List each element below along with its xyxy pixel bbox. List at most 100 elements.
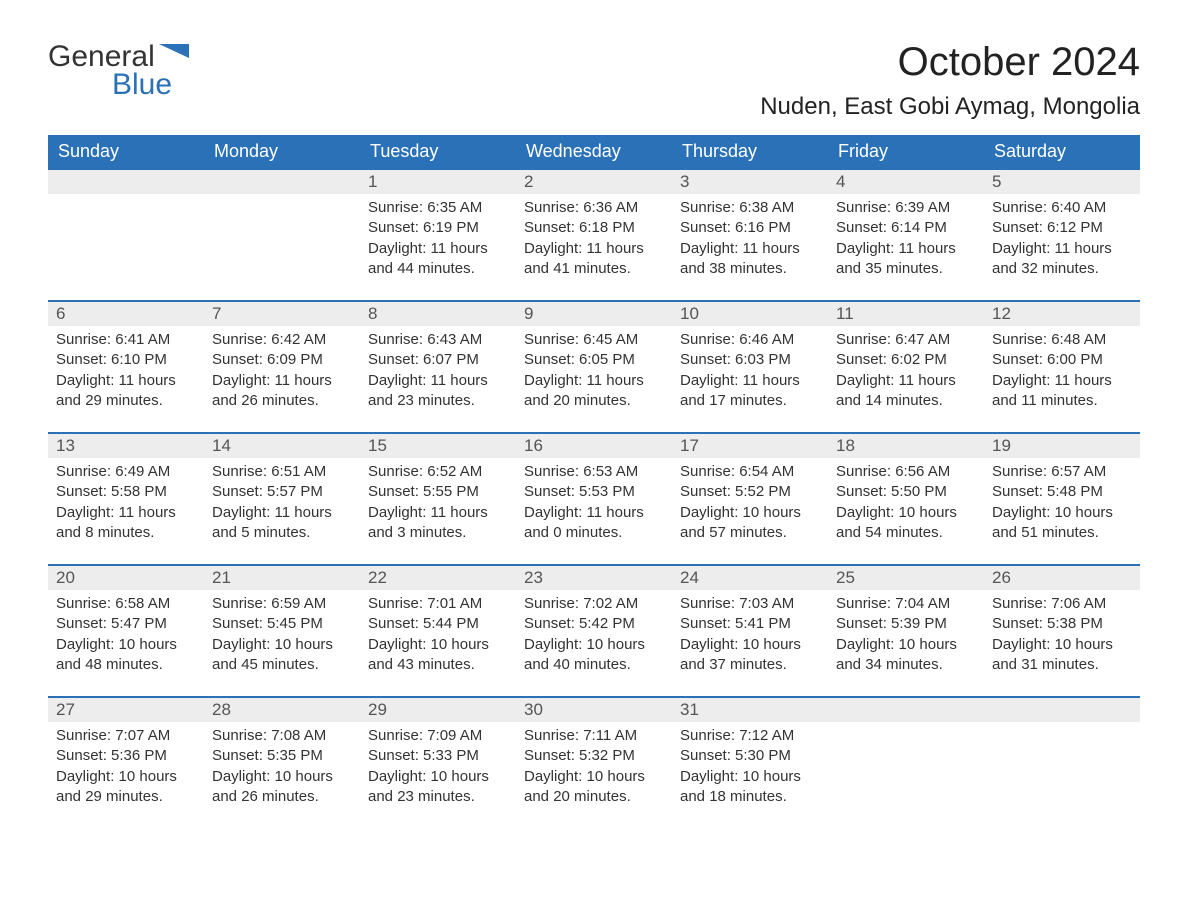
sunrise-text: Sunrise: 7:12 AM <box>680 726 820 746</box>
day-number: 9 <box>516 302 672 326</box>
day-number: 25 <box>828 566 984 590</box>
daylight-text: Daylight: 11 hours and 35 minutes. <box>836 239 976 280</box>
daylight-text: Daylight: 10 hours and 34 minutes. <box>836 635 976 676</box>
daylight-text: Daylight: 11 hours and 5 minutes. <box>212 503 352 544</box>
sunset-text: Sunset: 5:44 PM <box>368 614 508 634</box>
day-body: Sunrise: 6:47 AMSunset: 6:02 PMDaylight:… <box>828 326 984 419</box>
sunset-text: Sunset: 6:18 PM <box>524 218 664 238</box>
day-body: Sunrise: 6:39 AMSunset: 6:14 PMDaylight:… <box>828 194 984 287</box>
day-number: 7 <box>204 302 360 326</box>
daylight-text: Daylight: 11 hours and 14 minutes. <box>836 371 976 412</box>
day-body: Sunrise: 6:56 AMSunset: 5:50 PMDaylight:… <box>828 458 984 551</box>
daylight-text: Daylight: 10 hours and 54 minutes. <box>836 503 976 544</box>
column-header: Sunday <box>48 135 204 169</box>
sunrise-text: Sunrise: 6:46 AM <box>680 330 820 350</box>
sunset-text: Sunset: 6:00 PM <box>992 350 1132 370</box>
page-title: October 2024 <box>760 40 1140 85</box>
sunset-text: Sunset: 5:35 PM <box>212 746 352 766</box>
sunset-text: Sunset: 6:10 PM <box>56 350 196 370</box>
calendar-cell: 24Sunrise: 7:03 AMSunset: 5:41 PMDayligh… <box>672 565 828 697</box>
column-header: Monday <box>204 135 360 169</box>
calendar-cell: 19Sunrise: 6:57 AMSunset: 5:48 PMDayligh… <box>984 433 1140 565</box>
day-number: 27 <box>48 698 204 722</box>
sunset-text: Sunset: 5:42 PM <box>524 614 664 634</box>
sunrise-text: Sunrise: 7:09 AM <box>368 726 508 746</box>
daylight-text: Daylight: 11 hours and 3 minutes. <box>368 503 508 544</box>
day-body: Sunrise: 6:49 AMSunset: 5:58 PMDaylight:… <box>48 458 204 551</box>
sunrise-text: Sunrise: 6:48 AM <box>992 330 1132 350</box>
calendar-cell: 25Sunrise: 7:04 AMSunset: 5:39 PMDayligh… <box>828 565 984 697</box>
daylight-text: Daylight: 10 hours and 40 minutes. <box>524 635 664 676</box>
day-number: 2 <box>516 170 672 194</box>
logo: General Blue <box>48 40 189 102</box>
day-number: 8 <box>360 302 516 326</box>
day-number: 1 <box>360 170 516 194</box>
calendar-cell: 5Sunrise: 6:40 AMSunset: 6:12 PMDaylight… <box>984 169 1140 301</box>
day-body: Sunrise: 7:08 AMSunset: 5:35 PMDaylight:… <box>204 722 360 815</box>
daylight-text: Daylight: 11 hours and 41 minutes. <box>524 239 664 280</box>
calendar-cell: 29Sunrise: 7:09 AMSunset: 5:33 PMDayligh… <box>360 697 516 829</box>
sunrise-text: Sunrise: 6:47 AM <box>836 330 976 350</box>
day-number: 16 <box>516 434 672 458</box>
daylight-text: Daylight: 11 hours and 20 minutes. <box>524 371 664 412</box>
sunset-text: Sunset: 6:19 PM <box>368 218 508 238</box>
sunrise-text: Sunrise: 6:53 AM <box>524 462 664 482</box>
day-body: Sunrise: 6:40 AMSunset: 6:12 PMDaylight:… <box>984 194 1140 287</box>
sunset-text: Sunset: 6:16 PM <box>680 218 820 238</box>
day-body: Sunrise: 6:52 AMSunset: 5:55 PMDaylight:… <box>360 458 516 551</box>
day-number: 21 <box>204 566 360 590</box>
sunrise-text: Sunrise: 6:54 AM <box>680 462 820 482</box>
day-number: 29 <box>360 698 516 722</box>
location-subtitle: Nuden, East Gobi Aymag, Mongolia <box>760 93 1140 121</box>
column-header: Wednesday <box>516 135 672 169</box>
title-block: October 2024 Nuden, East Gobi Aymag, Mon… <box>760 40 1140 121</box>
daylight-text: Daylight: 10 hours and 37 minutes. <box>680 635 820 676</box>
sunset-text: Sunset: 5:57 PM <box>212 482 352 502</box>
calendar-cell: 3Sunrise: 6:38 AMSunset: 6:16 PMDaylight… <box>672 169 828 301</box>
sunset-text: Sunset: 6:12 PM <box>992 218 1132 238</box>
sunset-text: Sunset: 6:02 PM <box>836 350 976 370</box>
day-body: Sunrise: 6:35 AMSunset: 6:19 PMDaylight:… <box>360 194 516 287</box>
sunrise-text: Sunrise: 7:08 AM <box>212 726 352 746</box>
calendar-cell: 20Sunrise: 6:58 AMSunset: 5:47 PMDayligh… <box>48 565 204 697</box>
calendar-cell: 23Sunrise: 7:02 AMSunset: 5:42 PMDayligh… <box>516 565 672 697</box>
daylight-text: Daylight: 10 hours and 23 minutes. <box>368 767 508 808</box>
daylight-text: Daylight: 10 hours and 20 minutes. <box>524 767 664 808</box>
calendar-cell: 27Sunrise: 7:07 AMSunset: 5:36 PMDayligh… <box>48 697 204 829</box>
calendar-cell: 31Sunrise: 7:12 AMSunset: 5:30 PMDayligh… <box>672 697 828 829</box>
day-number: 17 <box>672 434 828 458</box>
sunrise-text: Sunrise: 6:45 AM <box>524 330 664 350</box>
calendar-cell: 6Sunrise: 6:41 AMSunset: 6:10 PMDaylight… <box>48 301 204 433</box>
day-body: Sunrise: 6:36 AMSunset: 6:18 PMDaylight:… <box>516 194 672 287</box>
daylight-text: Daylight: 10 hours and 57 minutes. <box>680 503 820 544</box>
sunset-text: Sunset: 5:41 PM <box>680 614 820 634</box>
daylight-text: Daylight: 10 hours and 26 minutes. <box>212 767 352 808</box>
flag-icon <box>159 44 189 71</box>
calendar-week: 27Sunrise: 7:07 AMSunset: 5:36 PMDayligh… <box>48 697 1140 829</box>
sunset-text: Sunset: 6:07 PM <box>368 350 508 370</box>
calendar-cell: 26Sunrise: 7:06 AMSunset: 5:38 PMDayligh… <box>984 565 1140 697</box>
day-number: 4 <box>828 170 984 194</box>
day-body: Sunrise: 7:01 AMSunset: 5:44 PMDaylight:… <box>360 590 516 683</box>
calendar-cell: 1Sunrise: 6:35 AMSunset: 6:19 PMDaylight… <box>360 169 516 301</box>
day-body: Sunrise: 6:41 AMSunset: 6:10 PMDaylight:… <box>48 326 204 419</box>
sunset-text: Sunset: 5:39 PM <box>836 614 976 634</box>
sunrise-text: Sunrise: 7:03 AM <box>680 594 820 614</box>
calendar-week: 13Sunrise: 6:49 AMSunset: 5:58 PMDayligh… <box>48 433 1140 565</box>
day-body: Sunrise: 7:02 AMSunset: 5:42 PMDaylight:… <box>516 590 672 683</box>
calendar-cell: 15Sunrise: 6:52 AMSunset: 5:55 PMDayligh… <box>360 433 516 565</box>
daylight-text: Daylight: 11 hours and 23 minutes. <box>368 371 508 412</box>
day-body: Sunrise: 7:04 AMSunset: 5:39 PMDaylight:… <box>828 590 984 683</box>
sunset-text: Sunset: 5:53 PM <box>524 482 664 502</box>
daylight-text: Daylight: 10 hours and 18 minutes. <box>680 767 820 808</box>
sunrise-text: Sunrise: 7:06 AM <box>992 594 1132 614</box>
sunrise-text: Sunrise: 6:38 AM <box>680 198 820 218</box>
daylight-text: Daylight: 10 hours and 51 minutes. <box>992 503 1132 544</box>
day-body: Sunrise: 6:59 AMSunset: 5:45 PMDaylight:… <box>204 590 360 683</box>
sunset-text: Sunset: 5:52 PM <box>680 482 820 502</box>
sunrise-text: Sunrise: 6:58 AM <box>56 594 196 614</box>
sunset-text: Sunset: 5:47 PM <box>56 614 196 634</box>
sunrise-text: Sunrise: 6:41 AM <box>56 330 196 350</box>
sunset-text: Sunset: 6:03 PM <box>680 350 820 370</box>
day-body: Sunrise: 7:06 AMSunset: 5:38 PMDaylight:… <box>984 590 1140 683</box>
